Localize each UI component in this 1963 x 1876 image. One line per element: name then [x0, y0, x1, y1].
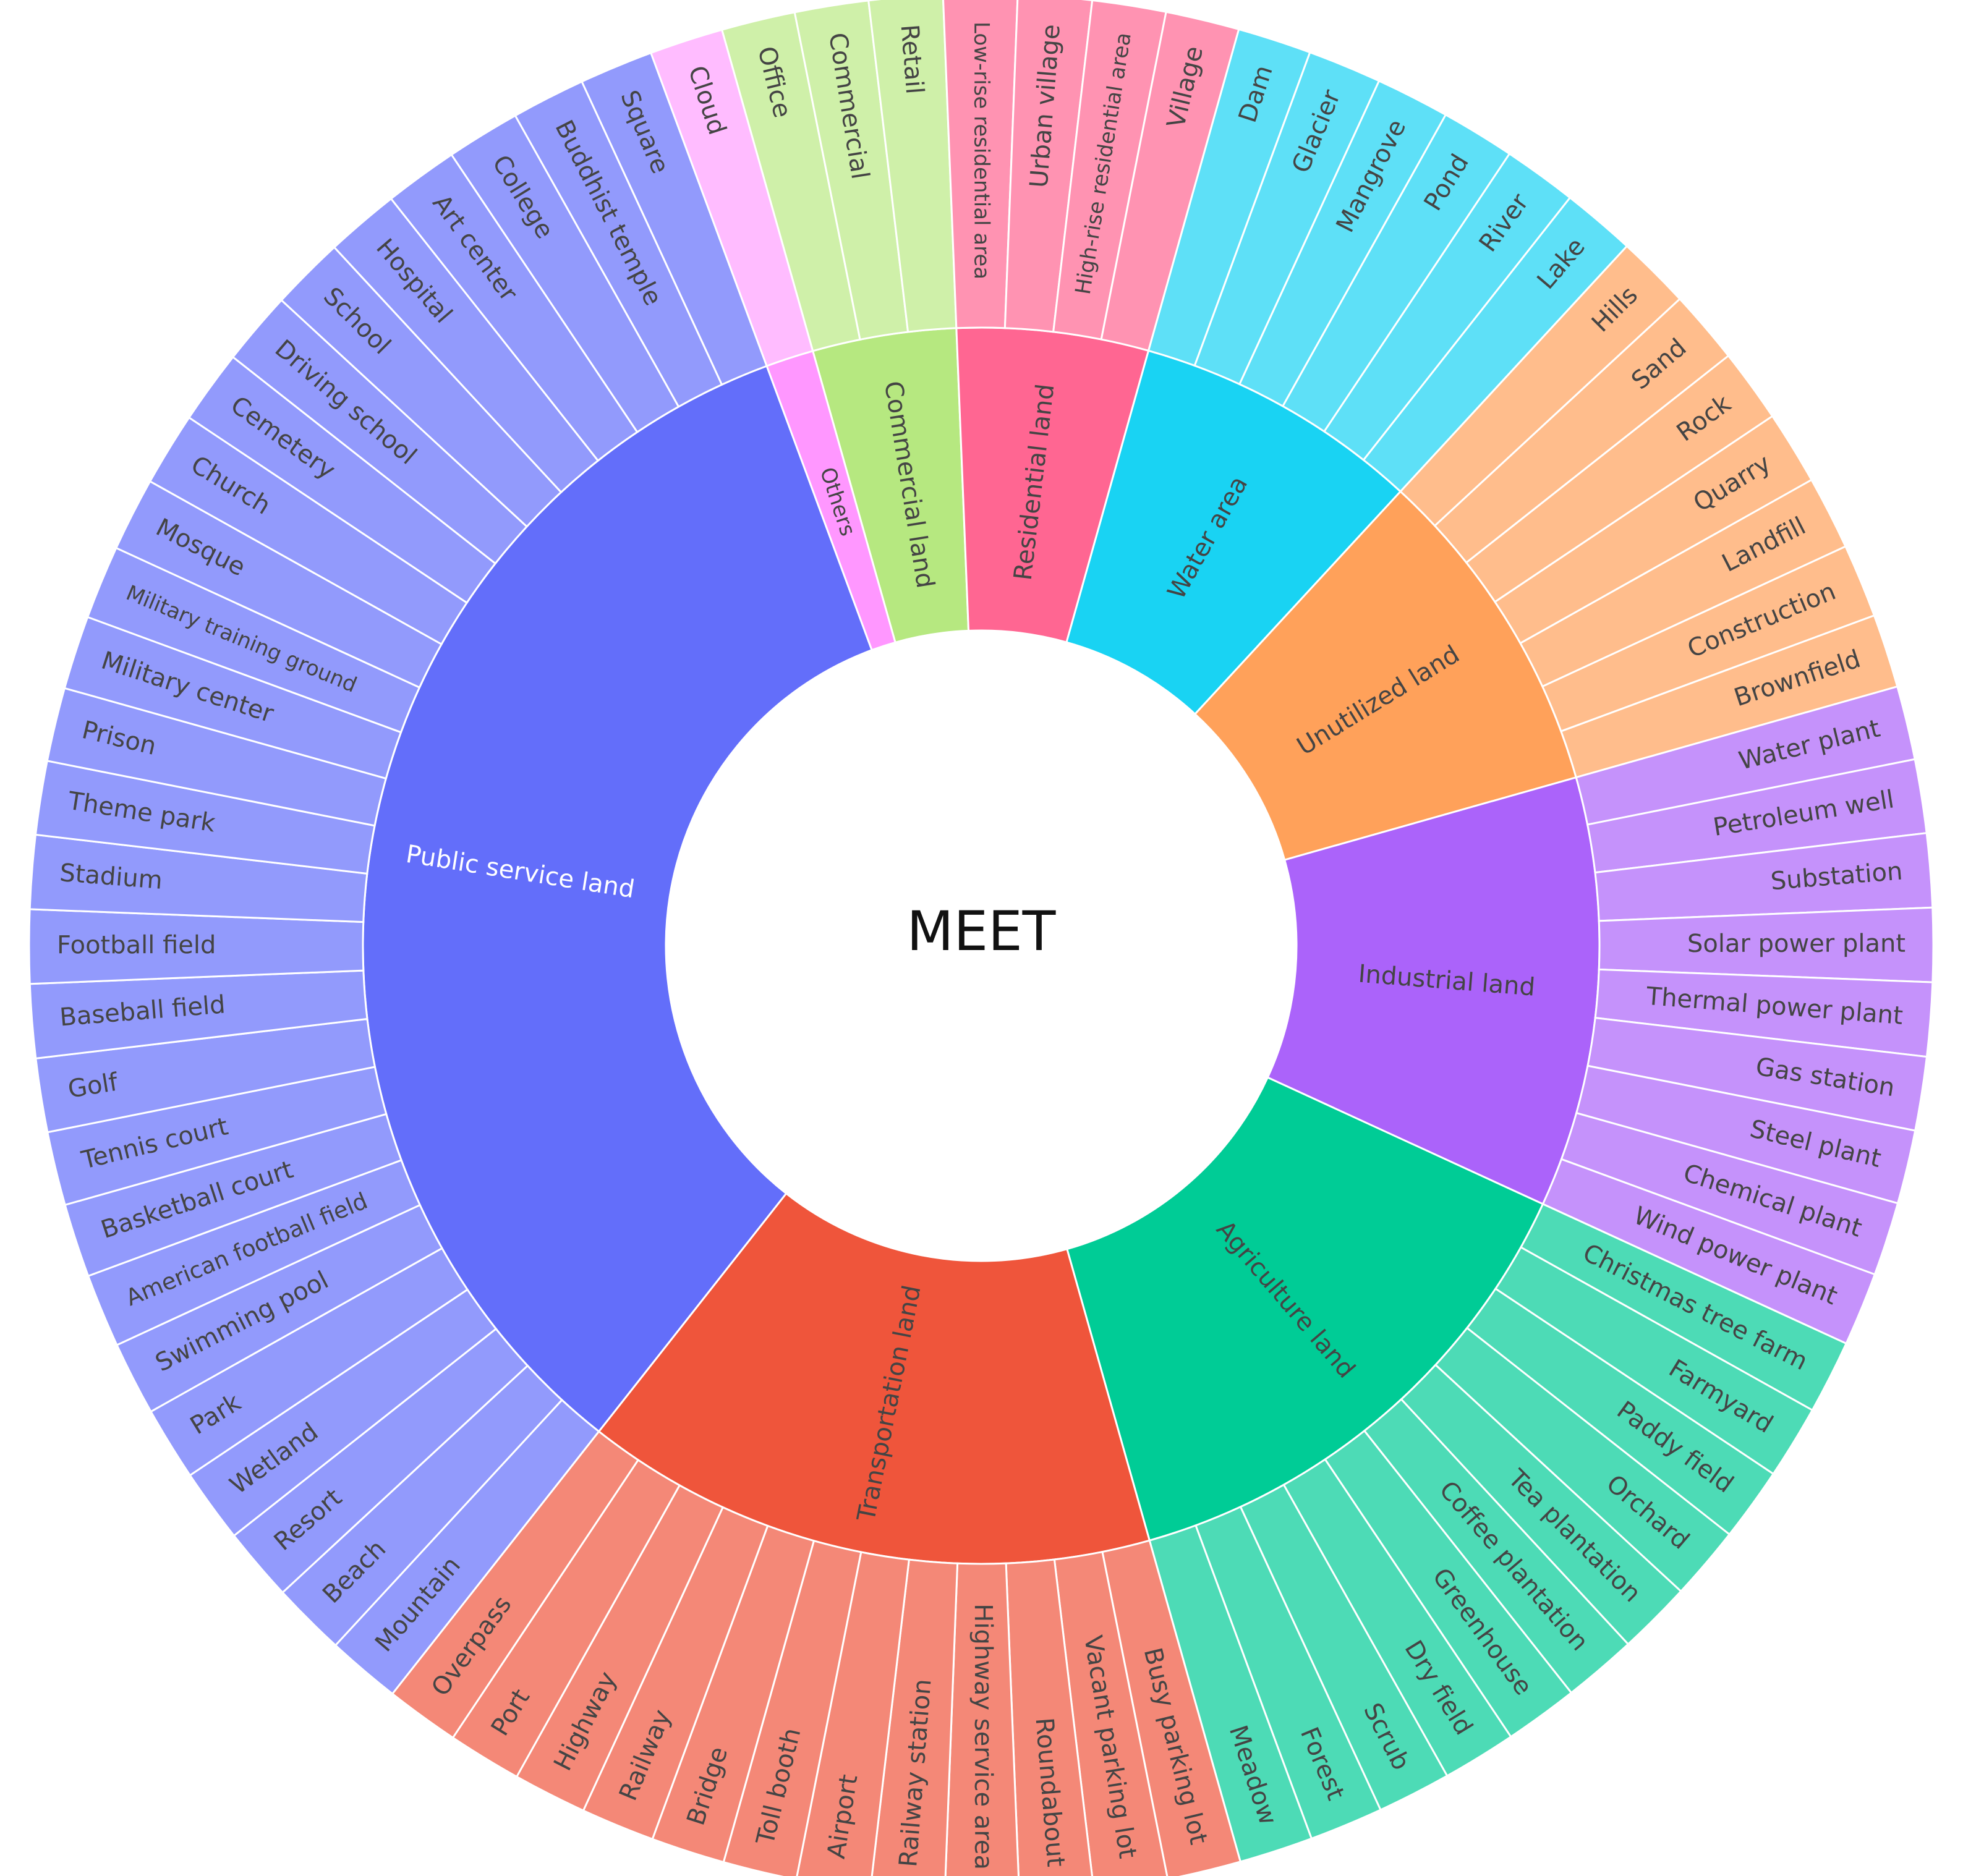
sunburst-wedges — [28, 0, 1935, 1876]
subcategory-label-football-field: Football field — [57, 931, 216, 959]
center-label: MEET — [907, 899, 1057, 963]
subcategory-label-highway-service-area: Highway service area — [969, 1603, 997, 1870]
subcategory-label-low-rise-residential-area: Low-rise residential area — [969, 22, 994, 279]
subcategory-label-retail: Retail — [895, 23, 929, 95]
subcategory-label-solar-power-plant: Solar power plant — [1687, 930, 1906, 958]
subcategory-wedge-square[interactable] — [581, 51, 768, 386]
